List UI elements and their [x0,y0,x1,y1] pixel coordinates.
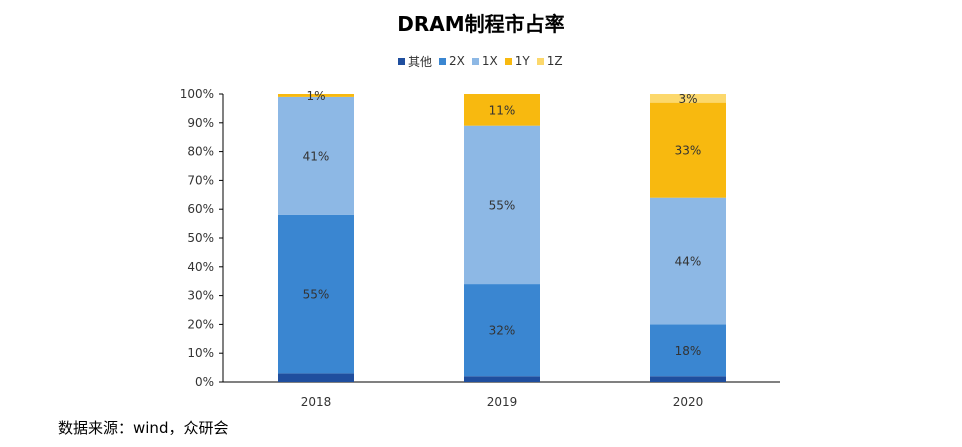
data-label: 3% [678,92,697,106]
chart-title: DRAM制程市占率 [397,12,565,36]
y-tick-label: 0% [195,375,214,389]
data-label: 18% [675,344,702,358]
data-label: 32% [489,324,516,338]
legend-item: 1Z [536,54,563,68]
chart-legend: 其他 2X 1X 1Y 1Z [398,53,570,69]
data-label: 1% [306,89,325,103]
legend-item: 2X [439,54,465,68]
data-label: 41% [303,149,330,163]
y-tick-label: 10% [187,346,214,360]
legend-swatch [471,57,479,65]
bar-segment [278,96,354,215]
legend-label: 1Z [546,54,563,68]
bar-segment [650,94,726,103]
legend-label: 其他 [408,54,433,69]
legend-swatch [504,57,512,65]
y-tick-label: 40% [187,260,214,274]
source-note: 数据来源：wind，众研会 [58,419,229,437]
x-tick-label: 2020 [673,395,704,409]
y-tick-label: 60% [187,202,214,216]
y-tick-label: 50% [187,231,214,245]
legend-item: 1X [471,54,498,68]
legend-item: 1Y [504,54,530,68]
data-label: 44% [675,255,702,269]
bar-segment [650,376,726,382]
y-tick-label: 100% [180,87,214,101]
data-label: 55% [303,288,330,302]
legend-item: 其他 [398,53,432,70]
legend-swatch [398,57,405,65]
data-label: 55% [489,198,516,212]
data-label: 33% [675,144,702,158]
bar-segment [650,102,726,198]
bar-segment [278,373,354,382]
x-tick-label: 2019 [487,395,518,409]
bar-segment [464,376,540,382]
data-label: 11% [489,103,516,117]
legend-swatch [536,57,544,65]
bar-segment [278,214,354,374]
bar-segment [278,94,354,97]
legend-swatch [439,57,447,65]
y-tick-label: 90% [187,116,214,130]
bar-segment [650,324,726,377]
legend-label: 1Y [514,54,530,68]
bar-segment [650,197,726,325]
bar-segment [464,125,540,285]
bar-segment [464,284,540,377]
y-tick-label: 30% [187,289,214,303]
legend-label: 1X [481,54,498,68]
bar-segment [464,94,540,126]
y-tick-label: 80% [187,145,214,159]
legend-label: 2X [449,54,465,68]
x-tick-label: 2018 [301,395,332,409]
y-tick-label: 70% [187,173,214,187]
y-tick-label: 20% [187,317,214,331]
